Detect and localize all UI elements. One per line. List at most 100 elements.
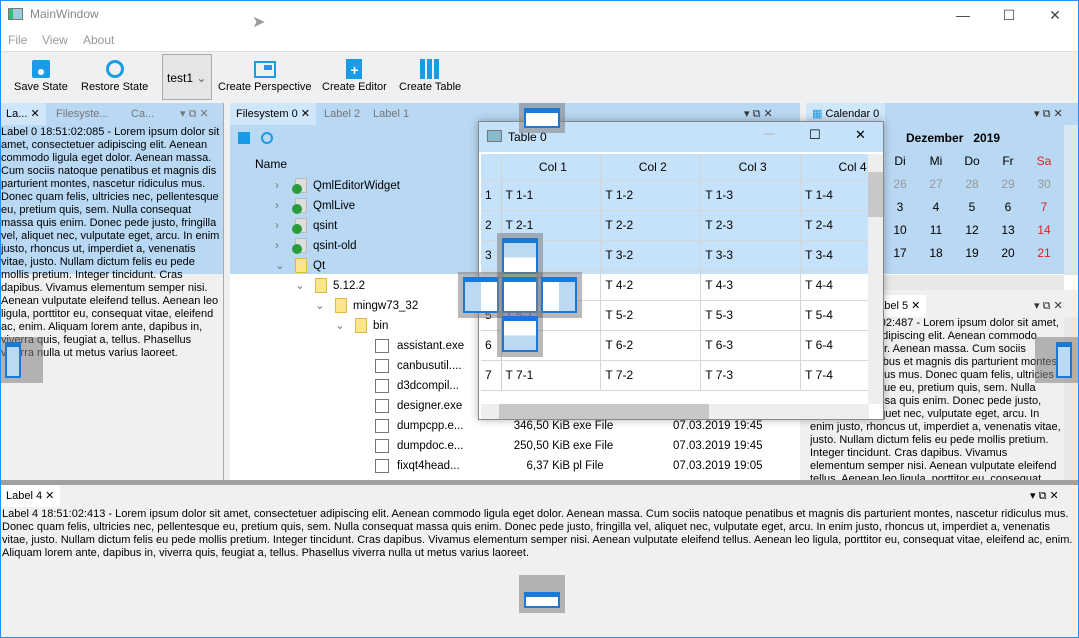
table-cell[interactable]: T 7-2 <box>600 360 702 391</box>
chevron-right-icon[interactable]: › <box>275 180 279 192</box>
file-row[interactable]: ⌄ bin <box>230 316 790 336</box>
table-cell[interactable]: T 6-3 <box>700 330 802 361</box>
name-column-header[interactable]: Name <box>255 157 288 171</box>
column-header[interactable]: Col 4 <box>800 154 869 181</box>
tab-label-0[interactable]: La... ✕ <box>0 103 46 125</box>
column-header[interactable]: Col 3 <box>700 154 802 181</box>
drop-indicator-inner-bottom[interactable] <box>497 311 543 357</box>
row-header[interactable]: 2 <box>481 210 502 241</box>
dock-controls[interactable]: ▾ ⧉ ✕ <box>1034 300 1063 312</box>
file-row[interactable]: fixqt4head... 6,37 KiB pl File 07.03.2019 1… <box>230 456 790 476</box>
table-cell[interactable]: T 1-2 <box>600 180 702 211</box>
calendar-day[interactable]: 26 <box>893 176 907 191</box>
calendar-day[interactable]: 13 <box>1001 222 1015 237</box>
splitter[interactable] <box>0 480 1079 485</box>
table-cell[interactable]: T 5-4 <box>800 300 869 331</box>
column-header[interactable]: Col 1 <box>501 154 602 181</box>
calendar-day[interactable]: 28 <box>965 176 979 191</box>
file-row[interactable]: › QmlLive <box>230 196 790 216</box>
table-cell[interactable]: T 3-3 <box>700 240 802 271</box>
file-row[interactable]: › qsint <box>230 216 790 236</box>
tab-calendar[interactable]: Ca... <box>131 108 155 120</box>
table-cell[interactable]: T 1-3 <box>700 180 802 211</box>
calendar-day[interactable]: 14 <box>1037 222 1051 237</box>
chevron-right-icon[interactable]: › <box>275 200 279 212</box>
perspective-combo[interactable]: test1 ⌄ <box>162 54 212 100</box>
chevron-down-icon[interactable]: ⌄ <box>295 280 305 292</box>
minimize-button[interactable]: — <box>956 7 970 23</box>
menu-about[interactable]: About <box>83 33 115 47</box>
table-cell[interactable]: T 5-3 <box>700 300 802 331</box>
menu-view[interactable]: View <box>42 33 68 47</box>
chevron-down-icon[interactable]: ⌄ <box>335 320 345 332</box>
drop-indicator-bottom[interactable] <box>519 575 565 613</box>
create-editor-button[interactable]: + Create Editor <box>322 57 387 93</box>
create-perspective-button[interactable]: Create Perspective <box>218 57 312 93</box>
tab-filesystem-0[interactable]: Filesystem 0 ✕ <box>230 103 317 125</box>
drop-indicator-inner-left[interactable] <box>458 272 504 318</box>
menu-file[interactable]: File <box>8 33 28 47</box>
file-row[interactable]: assistant.exe <box>230 336 790 356</box>
dock-controls[interactable]: ▾ ⧉ ✕ <box>744 108 773 120</box>
calendar-day[interactable]: 6 <box>1004 199 1012 214</box>
calendar-day[interactable]: 19 <box>965 245 979 260</box>
table-cell[interactable]: T 2-4 <box>800 210 869 241</box>
table-cell[interactable]: T 6-4 <box>800 330 869 361</box>
file-row[interactable]: ⌄ Qt <box>230 256 790 276</box>
table-cell[interactable]: T 3-2 <box>600 240 702 271</box>
table-cell[interactable]: T 5-2 <box>600 300 702 331</box>
calendar-day[interactable]: 29 <box>1001 176 1015 191</box>
chevron-down-icon[interactable]: ⌄ <box>275 260 285 272</box>
dock-controls[interactable]: ▾ ⧉ ✕ <box>1034 108 1063 120</box>
dock-controls[interactable]: ▾ ⧉ ✕ <box>1030 490 1059 502</box>
dock-controls[interactable]: ▾ ⧉ ✕ <box>180 108 209 120</box>
file-row[interactable]: ⌄ 5.12.2 <box>230 276 790 296</box>
close-button[interactable]: ✕ <box>1049 7 1061 23</box>
close-button[interactable]: ✕ <box>855 127 866 142</box>
table-cell[interactable]: T 7-1 <box>501 360 602 391</box>
table-cell[interactable]: T 2-1 <box>501 210 602 241</box>
table-cell[interactable]: T 3-4 <box>800 240 869 271</box>
calendar-day[interactable]: 11 <box>929 222 943 237</box>
row-header[interactable]: 1 <box>481 180 502 211</box>
calendar-day[interactable]: 17 <box>893 245 907 260</box>
table-cell[interactable]: T 7-3 <box>700 360 802 391</box>
row-header[interactable]: 7 <box>481 360 502 391</box>
drop-indicator-center[interactable] <box>497 272 543 318</box>
tab-label-2[interactable]: Label 2 <box>324 108 361 120</box>
table-cell[interactable]: T 1-1 <box>501 180 602 211</box>
create-table-button[interactable]: Create Table <box>399 57 461 93</box>
file-row[interactable]: › qsint-old <box>230 236 790 256</box>
drop-indicator-left[interactable] <box>0 337 43 383</box>
table-cell[interactable]: T 6-2 <box>600 330 702 361</box>
table-cell[interactable]: T 4-3 <box>700 270 802 301</box>
file-row[interactable]: d3dcompil... <box>230 376 790 396</box>
file-row[interactable]: designer.exe <box>230 396 790 416</box>
calendar-day[interactable]: 12 <box>965 222 979 237</box>
maximize-button[interactable]: ☐ <box>1002 7 1016 23</box>
calendar-vscrollbar[interactable] <box>1064 125 1079 275</box>
calendar-day[interactable]: 21 <box>1037 245 1051 260</box>
file-row[interactable]: canbusutil.... <box>230 356 790 376</box>
month-selector[interactable]: Dezember <box>906 131 964 145</box>
calendar-day[interactable]: 10 <box>893 222 907 237</box>
tab-label-1[interactable]: Label 1 <box>373 108 410 120</box>
minimize-button[interactable]: — <box>764 128 775 140</box>
table-cell[interactable]: T 4-2 <box>600 270 702 301</box>
file-row[interactable]: ⌄ mingw73_32 <box>230 296 790 316</box>
calendar-day[interactable]: 20 <box>1001 245 1015 260</box>
save-state-button[interactable]: Save State <box>14 57 68 93</box>
file-row[interactable]: dumpcpp.e... 346,50 KiB exe File 07.03.2019… <box>230 416 790 436</box>
table-cell[interactable]: T 2-3 <box>700 210 802 241</box>
chevron-down-icon[interactable]: ⌄ <box>315 300 325 312</box>
tab-label-4[interactable]: Label 4 ✕ <box>0 485 61 507</box>
file-row[interactable]: dumpdoc.e... 250,50 KiB exe File 07.03.2019… <box>230 436 790 456</box>
save-icon[interactable] <box>238 132 250 144</box>
calendar-day[interactable]: 27 <box>929 176 943 191</box>
table-cell[interactable]: T 7-4 <box>800 360 869 391</box>
title-bar[interactable]: MainWindow — ☐ ✕ <box>0 0 1079 30</box>
table-cell[interactable]: T 2-2 <box>600 210 702 241</box>
calendar-day[interactable]: 4 <box>932 199 940 214</box>
calendar-day[interactable]: 30 <box>1037 176 1051 191</box>
